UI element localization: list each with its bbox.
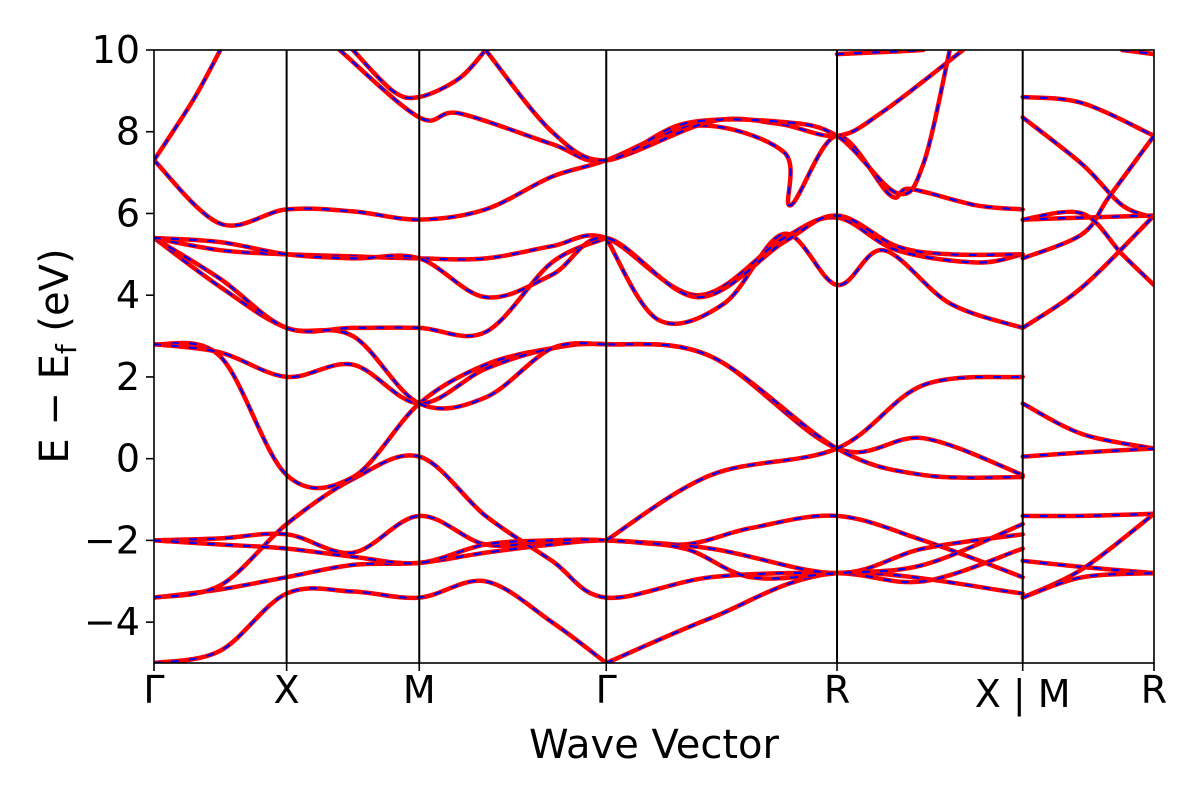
band-line-series-1-seg1-6	[1020, 401, 1154, 451]
y-axis-title-subscript: f	[50, 343, 83, 354]
x-axis-title: Wave Vector	[529, 722, 780, 768]
band-line-series-2-seg0-8	[154, 236, 608, 410]
band-line-series-2-seg0-7	[154, 342, 1024, 479]
band-line-series-2-seg0-11	[154, 236, 608, 338]
x-tick-label-4: R	[824, 668, 850, 712]
band-line-series-2-seg1-7	[1021, 447, 1154, 458]
band-line-series-1-seg0-6	[154, 340, 1025, 491]
x-tick-label-0: Γ	[143, 668, 164, 712]
band-line-series-1-seg0-0	[154, 578, 609, 663]
band-line-series-1-seg0-9	[604, 231, 1025, 331]
band-line-series-2-seg0-9	[605, 232, 1024, 329]
y-axis-ticks: −4 −2 0 2 4 6 8 10	[84, 28, 154, 644]
y-axis-title-unit: (eV)	[32, 248, 78, 344]
y-tick-label-0: −4	[84, 600, 140, 644]
y-tick-label-2: 0	[116, 437, 140, 481]
band-line-series-1-seg0-13	[154, 213, 1025, 300]
band-line-series-2-seg0-3	[154, 454, 1024, 599]
band-line-series-1-seg1-11	[1020, 570, 1154, 600]
band-line-series-2-seg0-13	[154, 214, 1024, 299]
band-line-series-2-seg1-8	[1021, 512, 1154, 518]
x-axis-ticks: Γ X M Γ R X | M R	[143, 663, 1167, 717]
x-tick-label-1: X	[274, 668, 300, 712]
bands-layer	[154, 50, 1154, 663]
band-line-series-2-seg1-10	[1021, 512, 1154, 599]
band-line-series-1-seg1-4	[1020, 209, 1154, 288]
band-line-series-2-seg0-1	[605, 571, 1024, 663]
band-line-series-2-seg1-3	[1021, 134, 1154, 260]
band-line-series-2-seg0-17	[351, 50, 487, 100]
band-line-series-2-seg1-4	[1021, 210, 1154, 287]
x-tick-label-2: M	[403, 668, 436, 712]
y-tick-label-7: 10	[92, 28, 140, 72]
high-symmetry-lines	[285, 50, 1024, 663]
band-line-series-1-seg0-16	[337, 50, 966, 164]
band-line-series-1-seg0-7	[154, 341, 1025, 480]
band-line-series-2-seg1-5	[1021, 214, 1154, 329]
band-line-series-2-seg0-6	[154, 341, 1024, 490]
y-tick-label-6: 8	[116, 110, 140, 154]
band-line-series-2-seg0-12	[154, 216, 1024, 297]
band-line-series-2-seg1-6	[1021, 402, 1154, 450]
y-tick-label-5: 6	[116, 191, 140, 235]
band-line-series-2-seg1-2	[1021, 214, 1154, 221]
x-tick-label-5: X | M	[975, 672, 1071, 717]
band-line-series-1-seg1-3	[1020, 133, 1154, 261]
band-line-series-2-seg1-0	[1021, 95, 1154, 137]
band-line-series-2-seg0-2	[154, 514, 1024, 599]
y-axis-title-main: E − E	[32, 354, 78, 464]
y-tick-label-4: 4	[116, 273, 140, 317]
band-line-series-2-seg0-0	[154, 579, 608, 663]
plot-frame	[153, 49, 1155, 664]
band-line-series-2-seg0-15	[154, 50, 222, 162]
band-line-series-1-seg0-14	[154, 123, 1025, 228]
x-tick-label-3: Γ	[596, 668, 617, 712]
x-tick-label-6: R	[1141, 668, 1167, 712]
y-tick-label-1: −2	[84, 518, 140, 562]
y-tick-label-3: 2	[116, 355, 140, 399]
band-line-series-2-seg0-18	[484, 50, 951, 196]
band-line-series-1-seg1-5	[1020, 213, 1154, 331]
y-axis-title: E − Ef (eV)	[32, 248, 83, 463]
band-line-series-1-seg1-10	[1020, 511, 1154, 600]
